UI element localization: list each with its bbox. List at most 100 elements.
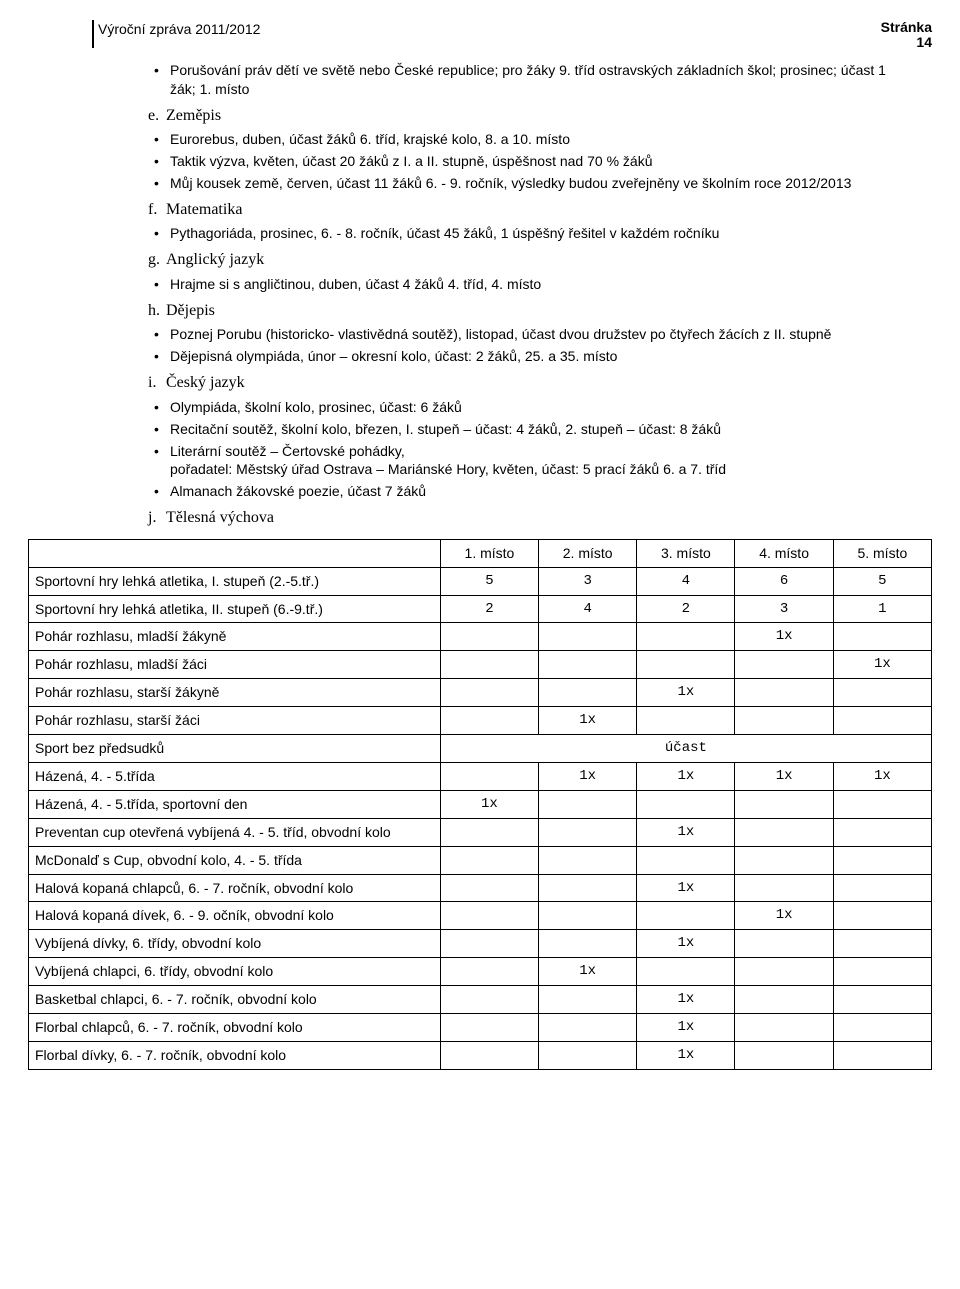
- list-item: Dějepisná olympiáda, únor – okresní kolo…: [170, 347, 914, 366]
- row-value: [735, 679, 833, 707]
- list-item: Pythagoriáda, prosinec, 6. - 8. ročník, …: [170, 224, 914, 243]
- row-value: [440, 930, 538, 958]
- section-letter: g.: [148, 249, 166, 271]
- row-value: [539, 986, 637, 1014]
- row-value: [539, 818, 637, 846]
- section-heading: i.Český jazyk: [148, 372, 914, 394]
- row-label: Sportovní hry lehká atletika, I. stupeň …: [29, 567, 441, 595]
- row-value: [833, 958, 931, 986]
- list-item: Olympiáda, školní kolo, prosinec, účast:…: [170, 398, 914, 417]
- section-letter: i.: [148, 372, 166, 394]
- section-title: Zeměpis: [166, 107, 221, 124]
- row-value: [637, 902, 735, 930]
- row-value: [440, 623, 538, 651]
- row-value: [833, 986, 931, 1014]
- row-value: [539, 874, 637, 902]
- col-header: 3. místo: [637, 539, 735, 567]
- list-item: Recitační soutěž, školní kolo, březen, I…: [170, 420, 914, 439]
- row-value: 1x: [833, 651, 931, 679]
- row-value: [833, 623, 931, 651]
- table-row: Sportovní hry lehká atletika, II. stupeň…: [29, 595, 932, 623]
- row-label: Vybíjená chlapci, 6. třídy, obvodní kolo: [29, 958, 441, 986]
- table-row: Sportovní hry lehká atletika, I. stupeň …: [29, 567, 932, 595]
- list-item: Taktik výzva, květen, účast 20 žáků z I.…: [170, 152, 914, 171]
- row-value: 1x: [440, 790, 538, 818]
- row-merged-value: účast: [440, 735, 931, 763]
- row-value: [637, 707, 735, 735]
- row-value: 1: [833, 595, 931, 623]
- row-value: [735, 790, 833, 818]
- col-header: 2. místo: [539, 539, 637, 567]
- row-value: [440, 762, 538, 790]
- table-row: Vybíjená dívky, 6. třídy, obvodní kolo 1x: [29, 930, 932, 958]
- row-value: [735, 874, 833, 902]
- table-wrap: 1. místo2. místo3. místo4. místo5. místo…: [28, 539, 932, 1070]
- section-letter: e.: [148, 105, 166, 127]
- row-value: [637, 623, 735, 651]
- table-row: Pohár rozhlasu, mladší žáci 1x: [29, 651, 932, 679]
- table-row: Preventan cup otevřená vybíjená 4. - 5. …: [29, 818, 932, 846]
- row-label: Florbal chlapců, 6. - 7. ročník, obvodní…: [29, 1013, 441, 1041]
- section-title: Matematika: [166, 201, 242, 218]
- row-label: Pohár rozhlasu, mladší žáci: [29, 651, 441, 679]
- row-value: [833, 1013, 931, 1041]
- row-value: 1x: [539, 762, 637, 790]
- row-value: [637, 958, 735, 986]
- row-label: Halová kopaná chlapců, 6. - 7. ročník, o…: [29, 874, 441, 902]
- list-item: Almanach žákovské poezie, účast 7 žáků: [170, 482, 914, 501]
- row-value: 1x: [735, 902, 833, 930]
- row-value: [440, 1013, 538, 1041]
- section-bullet-list: Poznej Porubu (historicko- vlastivědná s…: [148, 325, 914, 366]
- row-value: [440, 679, 538, 707]
- side-rule: [92, 20, 94, 48]
- row-label: Házená, 4. - 5.třída, sportovní den: [29, 790, 441, 818]
- row-value: [440, 902, 538, 930]
- col-header: 5. místo: [833, 539, 931, 567]
- results-thead: 1. místo2. místo3. místo4. místo5. místo: [29, 539, 932, 567]
- table-row: Pohár rozhlasu, mladší žákyně1x: [29, 623, 932, 651]
- row-value: [440, 1041, 538, 1069]
- row-value: [440, 986, 538, 1014]
- row-value: [735, 1041, 833, 1069]
- row-value: [735, 651, 833, 679]
- header-right-title: Stránka: [881, 20, 932, 35]
- table-row: Házená, 4. - 5.třída1x1x1x1x: [29, 762, 932, 790]
- row-value: 1x: [637, 986, 735, 1014]
- page: Výroční zpráva 2011/2012 Stránka 14 Poru…: [0, 0, 960, 1289]
- table-row: Basketbal chlapci, 6. - 7. ročník, obvod…: [29, 986, 932, 1014]
- row-value: 2: [440, 595, 538, 623]
- section-heading: f.Matematika: [148, 199, 914, 221]
- content: Porušování práv dětí ve světě nebo České…: [148, 61, 914, 529]
- section-letter: j.: [148, 507, 166, 529]
- row-value: 1x: [637, 679, 735, 707]
- row-label: Basketbal chlapci, 6. - 7. ročník, obvod…: [29, 986, 441, 1014]
- results-tbody: Sportovní hry lehká atletika, I. stupeň …: [29, 567, 932, 1069]
- row-value: [539, 930, 637, 958]
- section-letter: f.: [148, 199, 166, 221]
- row-value: 1x: [539, 958, 637, 986]
- row-value: [539, 1013, 637, 1041]
- row-label: Preventan cup otevřená vybíjená 4. - 5. …: [29, 818, 441, 846]
- row-value: 3: [735, 595, 833, 623]
- row-value: [735, 958, 833, 986]
- section-title: Dějepis: [166, 302, 215, 319]
- row-value: 5: [833, 567, 931, 595]
- row-value: 1x: [637, 930, 735, 958]
- row-value: [440, 958, 538, 986]
- table-row: Florbal chlapců, 6. - 7. ročník, obvodní…: [29, 1013, 932, 1041]
- table-row: Pohár rozhlasu, starší žáci1x: [29, 707, 932, 735]
- row-value: 3: [539, 567, 637, 595]
- col-header: 4. místo: [735, 539, 833, 567]
- row-value: [539, 790, 637, 818]
- row-value: 4: [637, 567, 735, 595]
- row-value: 1x: [539, 707, 637, 735]
- intro-bullet-list: Porušování práv dětí ve světě nebo České…: [148, 61, 914, 99]
- row-value: [539, 679, 637, 707]
- section-bullet-list: Pythagoriáda, prosinec, 6. - 8. ročník, …: [148, 224, 914, 243]
- row-label: Sport bez předsudků: [29, 735, 441, 763]
- table-row: Házená, 4. - 5.třída, sportovní den1x: [29, 790, 932, 818]
- row-value: 1x: [735, 762, 833, 790]
- row-label: Vybíjená dívky, 6. třídy, obvodní kolo: [29, 930, 441, 958]
- row-value: [833, 818, 931, 846]
- row-value: [539, 623, 637, 651]
